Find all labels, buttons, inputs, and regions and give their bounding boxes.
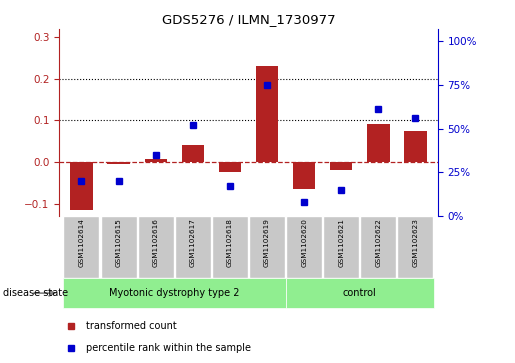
Text: transformed count: transformed count	[86, 321, 177, 331]
Bar	[293, 162, 315, 189]
Text: GSM1102620: GSM1102620	[301, 219, 307, 267]
Bar	[256, 66, 278, 162]
FancyBboxPatch shape	[63, 216, 99, 278]
Bar	[182, 145, 204, 162]
Text: Myotonic dystrophy type 2: Myotonic dystrophy type 2	[109, 288, 239, 298]
Text: GSM1102619: GSM1102619	[264, 219, 270, 267]
Text: GSM1102617: GSM1102617	[190, 219, 196, 267]
FancyBboxPatch shape	[63, 278, 286, 308]
Text: percentile rank within the sample: percentile rank within the sample	[86, 343, 251, 352]
Title: GDS5276 / ILMN_1730977: GDS5276 / ILMN_1730977	[162, 13, 335, 26]
Text: GSM1102622: GSM1102622	[375, 219, 382, 267]
Bar	[71, 162, 93, 210]
FancyBboxPatch shape	[175, 216, 211, 278]
Text: GSM1102621: GSM1102621	[338, 219, 344, 267]
FancyBboxPatch shape	[286, 278, 434, 308]
Bar	[330, 162, 352, 170]
Bar	[219, 162, 241, 172]
Bar	[404, 131, 426, 162]
FancyBboxPatch shape	[212, 216, 248, 278]
FancyBboxPatch shape	[398, 216, 434, 278]
Text: GSM1102614: GSM1102614	[78, 219, 84, 267]
Text: GSM1102615: GSM1102615	[115, 219, 122, 267]
FancyBboxPatch shape	[360, 216, 397, 278]
FancyBboxPatch shape	[138, 216, 174, 278]
Text: disease state: disease state	[3, 288, 67, 298]
FancyBboxPatch shape	[249, 216, 285, 278]
Text: control: control	[343, 288, 376, 298]
FancyBboxPatch shape	[100, 216, 136, 278]
Bar	[108, 162, 130, 164]
Bar	[145, 159, 167, 162]
Text: GSM1102623: GSM1102623	[413, 219, 419, 267]
Text: GSM1102616: GSM1102616	[153, 219, 159, 267]
Bar	[367, 124, 389, 162]
FancyBboxPatch shape	[286, 216, 322, 278]
Text: GSM1102618: GSM1102618	[227, 219, 233, 267]
FancyBboxPatch shape	[323, 216, 359, 278]
